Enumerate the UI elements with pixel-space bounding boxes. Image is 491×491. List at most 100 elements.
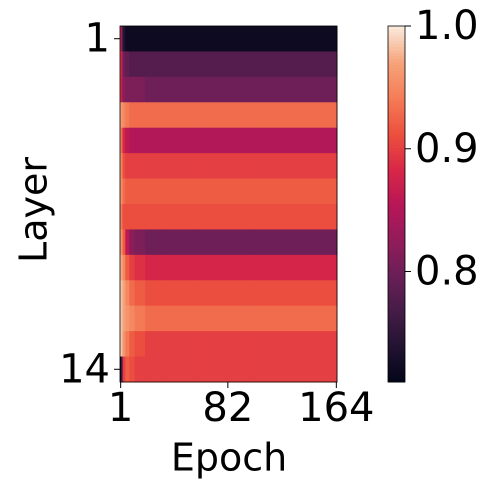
colorbar-step — [388, 343, 405, 347]
heatmap-cell — [164, 305, 199, 332]
heatmap-cell — [134, 76, 146, 103]
colorbar-step — [388, 76, 405, 80]
colorbar-step — [388, 94, 405, 98]
colorbar-step — [388, 58, 405, 63]
colorbar-step — [388, 91, 405, 95]
heatmap-cell — [145, 127, 166, 154]
heatmap-cell — [125, 51, 130, 78]
heatmap-cell — [145, 356, 166, 383]
heatmap-cell — [129, 356, 136, 383]
colorbar-step — [388, 373, 405, 377]
colorbar-step — [388, 352, 405, 356]
colorbar-step — [388, 254, 405, 258]
colorbar-step — [388, 165, 405, 169]
colorbar-step — [388, 46, 405, 51]
heatmap-cell — [198, 305, 252, 332]
colorbar-step — [388, 376, 405, 380]
colorbar-step — [388, 325, 405, 330]
heatmap-cell — [121, 356, 124, 383]
heatmap-cell — [120, 51, 122, 78]
heatmap-cell — [122, 102, 126, 129]
colorbar-step — [388, 316, 405, 321]
colorbar-step — [388, 293, 405, 297]
heatmap-cell — [198, 229, 252, 256]
colorbar-step — [388, 346, 405, 350]
heatmap-cell — [125, 331, 130, 358]
heatmap-cell — [129, 305, 136, 332]
colorbar-frame — [387, 25, 406, 383]
heatmap-cell — [121, 153, 124, 180]
heatmap-cell — [164, 76, 199, 103]
heatmap-cell — [198, 76, 252, 103]
heatmap-cell — [120, 178, 122, 205]
heatmap-cell — [125, 153, 130, 180]
heatmap-cell — [122, 127, 126, 154]
colorbar-step — [388, 70, 405, 74]
heatmap-cell — [129, 229, 136, 256]
colorbar-step — [388, 144, 405, 149]
colorbar-step — [388, 206, 405, 211]
heatmap-cell — [134, 26, 146, 52]
heatmap-cell — [120, 127, 122, 154]
heatmap-cell — [134, 305, 146, 332]
colorbar-step — [388, 251, 405, 255]
heatmap-cell — [129, 153, 136, 180]
y-tick-label: 1 — [85, 16, 110, 62]
colorbar-step — [388, 49, 405, 54]
heatmap-cell — [145, 26, 166, 52]
colorbar-step — [388, 331, 405, 336]
heatmap-cell — [120, 204, 122, 230]
heatmap-cell — [120, 254, 122, 281]
heatmap-cell — [164, 127, 199, 154]
colorbar-step — [388, 189, 405, 193]
colorbar-step — [388, 177, 405, 181]
heatmap-cell — [129, 280, 136, 307]
heatmap-cell — [198, 280, 252, 307]
colorbar-step — [388, 126, 405, 131]
heatmap-cell — [198, 178, 252, 205]
colorbar-step — [388, 79, 405, 83]
colorbar-step — [388, 37, 405, 42]
colorbar-step — [388, 180, 405, 184]
heatmap-cell — [164, 26, 199, 52]
heatmap-cell — [164, 204, 199, 230]
heatmap-cell — [125, 102, 130, 129]
colorbar-step — [388, 112, 405, 116]
heatmap-cell — [129, 331, 136, 358]
heatmap-cell — [134, 178, 146, 205]
colorbar-tick-label: 0.8 — [415, 249, 479, 295]
heatmap-cell — [121, 178, 124, 205]
heatmap-cell — [134, 51, 146, 78]
colorbar-step — [388, 313, 405, 318]
heatmap-cell — [250, 153, 338, 180]
heatmap-cell — [120, 26, 122, 52]
heatmap-cell — [134, 153, 146, 180]
heatmap-cell — [250, 51, 338, 78]
heatmap-cell — [198, 356, 252, 383]
colorbar-step — [388, 147, 405, 152]
colorbar-step — [388, 204, 405, 208]
heatmap-cell — [198, 331, 252, 358]
colorbar-step — [388, 64, 405, 69]
colorbar-step — [388, 117, 405, 122]
colorbar-step — [388, 304, 405, 309]
colorbar-step — [388, 150, 405, 155]
colorbar-step — [388, 230, 405, 235]
colorbar-step — [388, 337, 405, 341]
heatmap-cell — [120, 102, 122, 129]
colorbar-step — [388, 340, 405, 344]
heatmap-cell — [250, 76, 338, 103]
colorbar-step — [388, 215, 405, 220]
colorbar-step — [388, 260, 405, 264]
heatmap-cell — [250, 102, 338, 129]
heatmap-cell — [122, 153, 126, 180]
colorbar-step — [388, 120, 405, 125]
colorbar-step — [388, 106, 405, 110]
heatmap-cell — [122, 178, 126, 205]
colorbar-step — [388, 141, 405, 146]
heatmap-cell — [164, 102, 199, 129]
heatmap-cell — [145, 331, 166, 358]
colorbar-step — [388, 236, 405, 241]
colorbar-step — [388, 278, 405, 282]
heatmap-cell — [145, 204, 166, 230]
